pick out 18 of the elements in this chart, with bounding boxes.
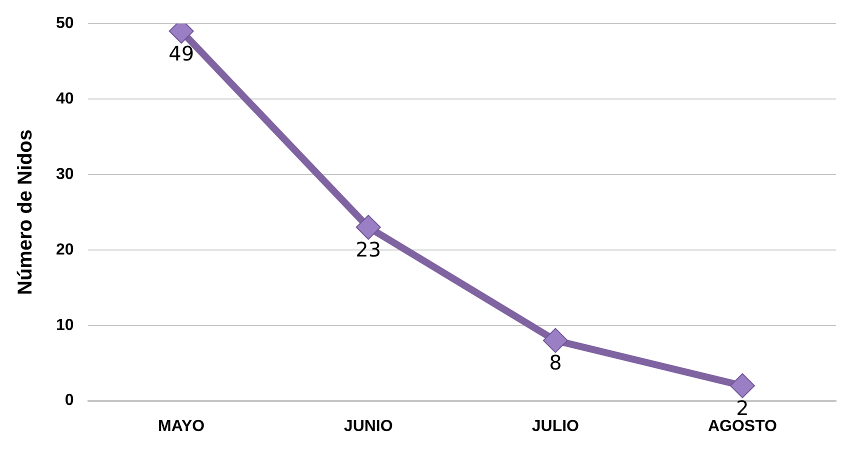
x-tick-label: JULIO (532, 418, 579, 435)
x-tick-label: MAYO (158, 418, 205, 435)
y-tick-label: 40 (56, 90, 74, 108)
x-tick-label: AGOSTO (708, 418, 777, 435)
y-tick-label: 20 (56, 241, 74, 258)
point (542, 328, 568, 353)
y-tick-label: 50 (56, 15, 74, 32)
data-label: 23 (356, 237, 382, 262)
data-label: 2 (736, 396, 749, 420)
y-axis-title: Número de Nidos (14, 129, 37, 295)
x-tick-label: JUNIO (344, 418, 393, 435)
point (356, 214, 381, 240)
y-tick-label: 10 (56, 316, 74, 334)
data-label: 8 (549, 350, 562, 375)
y-tick-label: 0 (64, 392, 74, 410)
data-label: 49 (168, 41, 194, 66)
y-tick-label: 30 (56, 166, 74, 183)
point (730, 373, 755, 398)
